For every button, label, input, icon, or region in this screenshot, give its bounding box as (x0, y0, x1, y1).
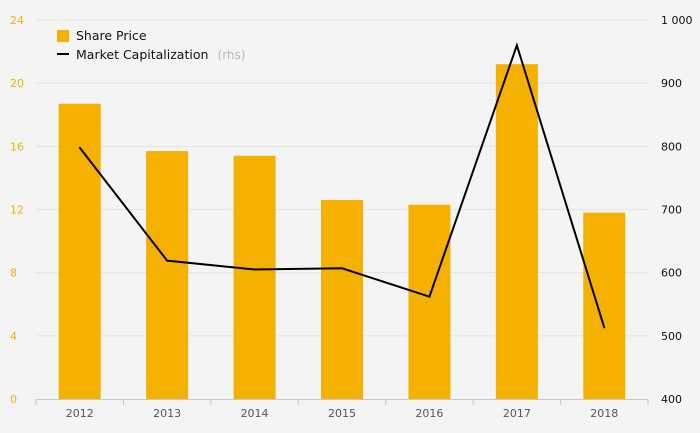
bar-share-price-2015 (321, 200, 363, 399)
x-tick-label: 2016 (415, 407, 443, 420)
legend: Share Price Market Capitalization (rhs) (57, 28, 245, 63)
y-right-tick-label: 500 (661, 330, 682, 343)
bar-share-price-2017 (495, 64, 538, 399)
y-left-tick-label: 20 (10, 77, 24, 90)
y-left-tick-label: 16 (10, 140, 24, 153)
legend-swatch-share-price (57, 30, 69, 42)
point-market-cap-2017 (516, 44, 518, 47)
y-right-tick-label: 800 (661, 140, 682, 153)
point-market-cap-2016 (428, 295, 431, 298)
x-tick-label: 2014 (241, 407, 269, 420)
bar-share-price-2013 (146, 151, 189, 399)
y-right-tick-label: 1 000 (661, 14, 693, 27)
x-tick-label: 2012 (66, 407, 94, 420)
bar-share-price-2014 (233, 155, 276, 399)
legend-label-share-price: Share Price (76, 28, 147, 43)
x-tick-label: 2013 (153, 407, 181, 420)
y-right-tick-label: 600 (661, 267, 682, 280)
point-market-cap-2014 (253, 268, 256, 271)
axes: 0 400 4 500 8 600 12 700 16 800 20 900 24 1 000 2012 20… (10, 14, 693, 420)
legend-label-market-cap-suffix: (rhs) (218, 48, 246, 62)
point-market-cap-2013 (166, 259, 168, 262)
legend-label-market-cap: Market Capitalization (rhs) (76, 44, 245, 63)
x-tick-label: 2017 (503, 407, 531, 420)
y-left-tick-label: 12 (10, 204, 24, 217)
y-right-tick-label: 700 (661, 204, 682, 217)
y-right-tick-label: 900 (661, 77, 682, 90)
y-right-tick-label: 400 (661, 393, 682, 406)
bar-share-price-2016 (408, 204, 451, 399)
line-series (78, 42, 606, 329)
bar-share-price-2018 (583, 212, 626, 399)
y-left-tick-label: 0 (10, 393, 17, 406)
y-left-tick-label: 4 (10, 330, 17, 343)
y-left-tick-label: 24 (10, 14, 24, 27)
point-market-cap-2012 (78, 146, 81, 149)
bar-share-price-2012 (58, 103, 101, 399)
legend-label-market-cap-name: Market Capitalization (76, 47, 208, 62)
bar-series (58, 64, 626, 399)
point-market-cap-2015 (341, 267, 343, 270)
x-tick-label: 2015 (328, 407, 356, 420)
point-market-cap-2018 (603, 326, 606, 329)
x-tick-label: 2018 (590, 407, 618, 420)
y-left-tick-label: 8 (10, 267, 17, 280)
